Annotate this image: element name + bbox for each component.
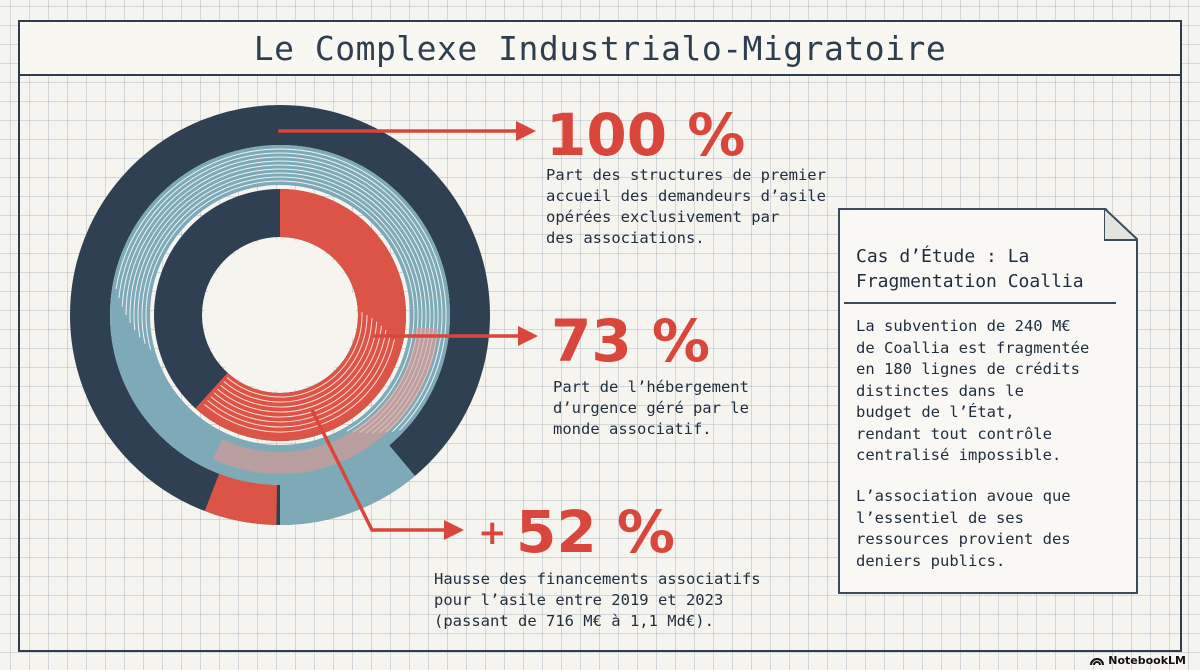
brand-footer: NotebookLM <box>1090 654 1186 667</box>
brand-label: NotebookLM <box>1108 654 1186 667</box>
arrowhead-73-percent <box>518 326 538 346</box>
ring-middle <box>110 145 450 485</box>
ring-inner-stripe <box>213 325 382 418</box>
ring-middle-stripe <box>118 152 443 432</box>
ring-inner-stripe <box>220 318 373 408</box>
case-study-paragraph-1: La subvention de 240 M€ de Coallia est f… <box>856 317 1090 464</box>
stat-52-percent-prefix: + <box>478 513 507 553</box>
ring-inner-stripe <box>217 321 378 413</box>
ring-outer <box>70 105 490 525</box>
stat-52-percent-description: Hausse des financements associatifs pour… <box>434 570 761 630</box>
ring-outer-teal-segment <box>279 444 415 525</box>
ring-inner-stripe <box>223 314 368 403</box>
case-study-divider <box>844 302 1116 304</box>
ring-inner <box>154 189 406 441</box>
stat-73-percent-description: Part de l’hébergement d’urgence géré par… <box>553 378 749 438</box>
folded-corner-icon <box>1104 208 1138 241</box>
arrowhead-52-percent <box>444 520 464 540</box>
ring-middle-red-overlay <box>212 326 439 474</box>
stat-73-percent-value: 73 % <box>551 307 711 375</box>
title-bar: Le Complexe Industrialo-Migratoire <box>18 20 1182 76</box>
ring-outer-red-segment <box>204 473 278 525</box>
ring-middle-stripe <box>145 180 415 432</box>
arrowhead-100-percent <box>516 121 536 141</box>
stat-100-percent-description: Part des structures de premier accueil d… <box>546 166 826 247</box>
case-study-paragraph-2: L’association avoue que l’essentiel de s… <box>856 487 1071 570</box>
ring-inner-stripe <box>210 329 387 423</box>
arrow-52-percent <box>310 409 448 532</box>
ring-middle-stripe <box>115 148 447 431</box>
case-study-title: Cas d’Étude : La Fragmentation Coallia <box>856 246 1084 292</box>
donut-chart <box>70 105 490 525</box>
donut-hole <box>204 239 356 391</box>
ring-inner-stripe <box>226 312 363 398</box>
page-title: Le Complexe Industrialo-Migratoire <box>253 28 947 68</box>
stat-100-percent-value: 100 % <box>546 101 746 169</box>
stat-52-percent-value: 52 % <box>516 498 676 566</box>
case-study-card: Cas d’Étude : La Fragmentation Coallia L… <box>838 208 1138 594</box>
notebooklm-logo-icon <box>1090 658 1105 666</box>
